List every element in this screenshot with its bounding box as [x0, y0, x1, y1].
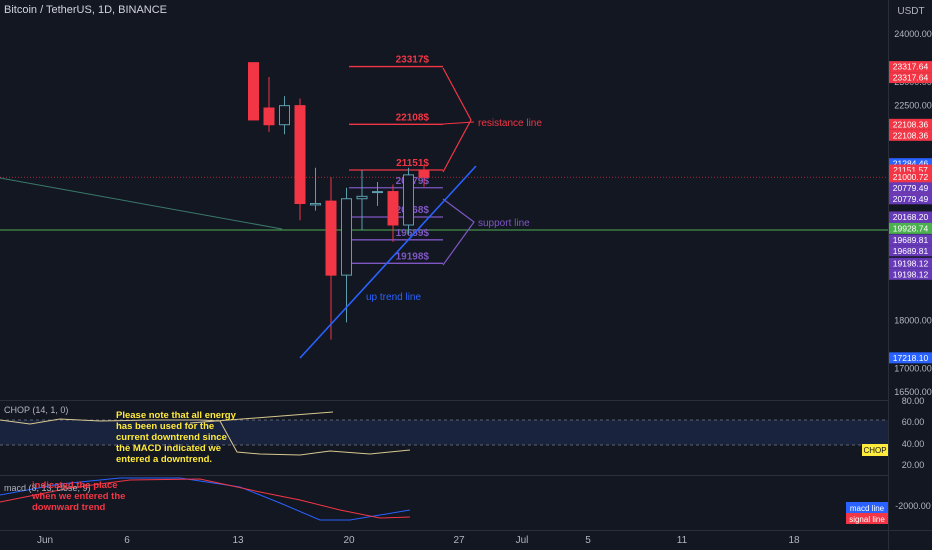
price-badge-bg	[889, 268, 932, 280]
chop-band	[0, 420, 888, 445]
price-tick: 17000.00	[894, 363, 932, 373]
price-badge-bg	[889, 61, 932, 73]
resistance-arrow	[442, 67, 472, 173]
resistance-label: resistance line	[478, 118, 542, 129]
price-badge-bg	[889, 222, 932, 234]
level-label-21151: 21151$	[396, 158, 429, 169]
price-badge-bg	[889, 129, 932, 141]
price-badge-bg	[889, 72, 932, 84]
price-badge-bg	[889, 182, 932, 194]
price-badge: 20779.49	[893, 194, 929, 204]
chop-badge-bg	[862, 444, 888, 456]
candle-body	[294, 105, 306, 205]
price-badge: 19689.81	[893, 246, 929, 256]
macd-legend-bg	[846, 502, 888, 513]
time-label: 5	[585, 535, 591, 546]
price-badge: 21284.46	[893, 159, 929, 169]
price-badge-bg	[889, 257, 932, 269]
chop-badge: CHOP	[863, 446, 886, 455]
price-badge: 22108.36	[893, 119, 929, 129]
uptrend-label: up trend line	[366, 292, 421, 303]
price-badge: 17218.10	[893, 353, 929, 363]
level-label-23317: 23317$	[396, 55, 430, 66]
price-tick: 18000.00	[894, 316, 932, 326]
chop-tick: 60.00	[902, 417, 925, 427]
chop-label: CHOP (14, 1, 0)	[4, 405, 68, 415]
macd-note: indicated the place when we entered the …	[32, 480, 126, 513]
price-badge: 21000.72	[893, 172, 929, 182]
panel-divider	[0, 400, 888, 401]
level-label-19689: 19689$	[396, 228, 430, 239]
candle-body	[263, 107, 275, 126]
price-badge: 23317.64	[893, 62, 929, 72]
signal-legend-bg	[846, 513, 888, 524]
price-badge: 19928.74	[893, 223, 929, 233]
time-label: 27	[453, 535, 465, 546]
candle-body	[372, 191, 383, 194]
chop-tick: 20.00	[902, 460, 925, 470]
price-badge-bg	[889, 118, 932, 130]
price-badge: 19689.81	[893, 235, 929, 245]
currency-label: USDT	[897, 6, 925, 17]
level-label-19198: 19198$	[396, 251, 430, 262]
macd-legend: macd line	[850, 504, 885, 513]
time-label: 13	[232, 535, 244, 546]
price-badge-bg	[889, 211, 932, 223]
level-label-22108: 22108$	[396, 112, 430, 123]
chop-tick: 40.00	[902, 439, 925, 449]
time-label: 20	[343, 535, 355, 546]
trend-connector-line	[0, 177, 283, 230]
price-badge-bg	[889, 171, 932, 183]
price-tick: 24000.00	[894, 29, 932, 39]
up-trend-line	[299, 165, 477, 359]
time-label: Jun	[37, 535, 53, 546]
price-badge: 20168.20	[893, 212, 929, 222]
candle-body	[403, 174, 414, 226]
chop-drawn-line	[189, 411, 334, 424]
price-badge: 19198.12	[893, 258, 929, 268]
price-tick: 22500.00	[894, 101, 932, 111]
time-label: 11	[677, 535, 688, 546]
price-badge: 21151.57	[893, 165, 928, 175]
candle-body	[418, 169, 430, 178]
price-badge-bg	[889, 164, 932, 176]
price-badge: 19198.12	[893, 269, 929, 279]
chart-title: Bitcoin / TetherUS, 1D, BINANCE	[4, 4, 168, 16]
price-badge: 23317.64	[893, 73, 929, 83]
macd-line	[0, 477, 411, 521]
signal-line	[0, 478, 411, 519]
price-badge-bg	[889, 234, 932, 246]
candle-body	[387, 191, 399, 226]
support-arrow	[442, 198, 475, 266]
price-badge-bg	[889, 352, 932, 364]
candle-body	[279, 105, 290, 126]
candle-body	[310, 203, 321, 206]
price-badge-bg	[889, 193, 932, 205]
signal-legend: signal line	[849, 515, 885, 524]
chop-tick: 80.00	[902, 396, 925, 406]
price-badge: 22108.36	[893, 130, 929, 140]
chop-note: Please note that all energy has been use…	[116, 410, 236, 465]
candle-body	[356, 195, 368, 200]
price-badge: 20779.49	[893, 183, 929, 193]
candle-body	[325, 200, 337, 276]
resistance-pointer	[442, 121, 475, 125]
candle-body	[341, 198, 352, 276]
panel-divider	[0, 475, 888, 476]
price-badge-bg	[889, 245, 932, 257]
axis-divider	[888, 0, 889, 550]
support-label: support line	[478, 218, 530, 229]
candle-body	[248, 62, 259, 121]
time-label: 18	[788, 535, 800, 546]
price-badge-bg	[889, 158, 932, 170]
time-label: Jul	[516, 535, 529, 546]
macd-label: macd (8, 13, close, 9)	[4, 483, 91, 493]
time-label: 6	[124, 535, 130, 546]
macd-tick: -2000.00	[895, 501, 931, 511]
price-tick: 16500.00	[894, 387, 932, 397]
time-divider	[0, 530, 932, 531]
